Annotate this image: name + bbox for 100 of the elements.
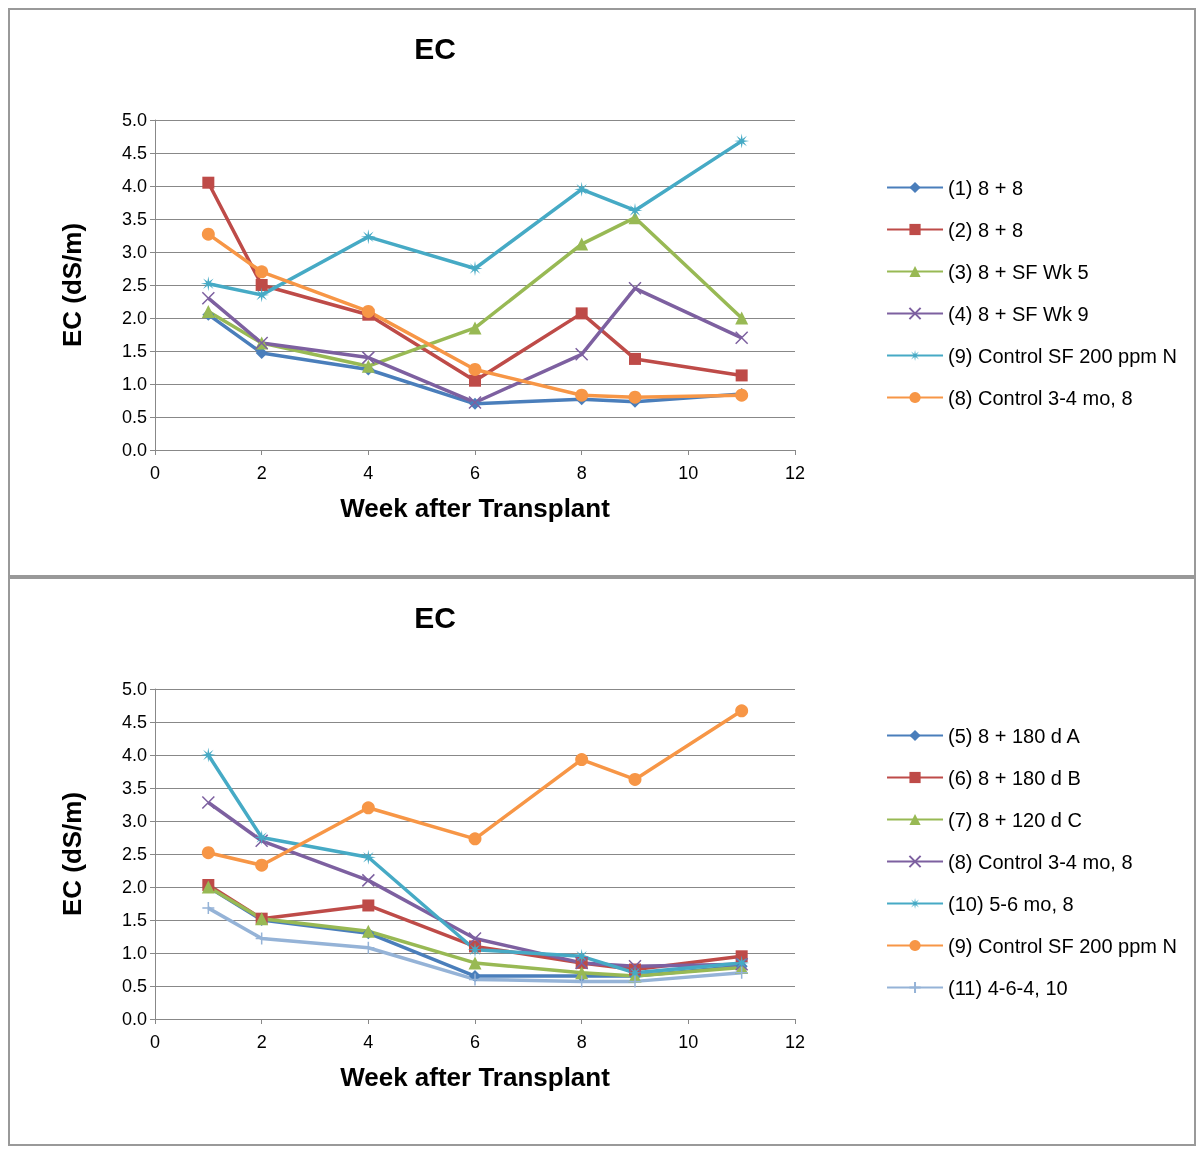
legend-label: (7) 8 + 120 d C xyxy=(948,808,1082,831)
point xyxy=(574,347,589,362)
legend-label: (1) 8 + 8 xyxy=(948,176,1024,199)
x-tick-label: 8 xyxy=(576,463,587,483)
point xyxy=(734,966,749,980)
point xyxy=(628,281,642,296)
x-tick-label: 10 xyxy=(678,463,699,483)
point xyxy=(201,901,216,915)
x-tick-label: 10 xyxy=(678,1032,699,1052)
point xyxy=(735,704,749,718)
point xyxy=(469,374,481,387)
y-tick-label: 5.0 xyxy=(121,679,147,699)
x-tick-label: 6 xyxy=(469,1032,481,1052)
y-tick-label: 2.5 xyxy=(121,275,147,295)
legend-label: (10) 5-6 mo, 8 xyxy=(948,892,1074,915)
point xyxy=(255,265,269,279)
point xyxy=(575,237,589,251)
legend-label: (6) 8 + 180 d B xyxy=(948,766,1081,789)
point xyxy=(255,279,268,291)
x-tick-label: 12 xyxy=(784,463,806,483)
point xyxy=(468,832,482,846)
legend-label: (9) Control SF 200 ppm N xyxy=(948,344,1178,367)
y-tick-label: 4.5 xyxy=(121,143,147,163)
point xyxy=(468,931,482,946)
point xyxy=(468,321,482,335)
point xyxy=(575,388,589,402)
y-tick-label: 3.5 xyxy=(121,209,147,229)
x-tick-label: 8 xyxy=(576,1032,587,1052)
y-tick-label: 1.5 xyxy=(121,910,147,930)
point xyxy=(574,948,590,964)
x-axis-title: Week after Transplant xyxy=(340,1062,611,1092)
point xyxy=(201,846,215,860)
y-tick-label: 3.5 xyxy=(121,778,147,798)
point xyxy=(574,181,590,197)
y-tick-label: 1.0 xyxy=(121,943,147,963)
y-tick-label: 1.5 xyxy=(121,341,147,361)
y-axis-title: EC (dS/m) xyxy=(57,222,87,348)
point xyxy=(254,834,269,848)
point xyxy=(201,795,216,810)
point xyxy=(735,311,749,325)
point xyxy=(201,304,215,318)
y-tick-label: 4.0 xyxy=(121,745,147,765)
y-tick-label: 2.5 xyxy=(121,844,147,864)
point xyxy=(468,362,482,376)
x-tick-label: 2 xyxy=(256,463,267,483)
legend-label: (2) 8 + 8 xyxy=(948,218,1024,241)
y-tick-label: 4.0 xyxy=(121,176,147,196)
point xyxy=(628,974,642,989)
y-tick-label: 0.5 xyxy=(121,407,147,427)
point xyxy=(361,359,375,373)
point xyxy=(628,772,642,786)
point xyxy=(361,801,375,815)
y-tick-label: 0.0 xyxy=(121,1009,147,1029)
point xyxy=(467,261,483,276)
y-tick-label: 3.0 xyxy=(121,242,147,262)
x-tick-label: 4 xyxy=(363,1032,374,1052)
point xyxy=(201,291,216,305)
point xyxy=(735,369,748,382)
x-tick-label: 0 xyxy=(149,1032,161,1052)
point xyxy=(734,133,750,149)
point xyxy=(628,959,642,973)
point xyxy=(575,753,589,767)
y-tick-label: 3.0 xyxy=(121,811,147,831)
point xyxy=(255,858,269,872)
point xyxy=(575,307,588,320)
point xyxy=(361,304,375,318)
legend-label: (3) 8 + SF Wk 5 xyxy=(948,260,1089,283)
x-tick-label: 12 xyxy=(784,1032,806,1052)
y-tick-label: 2.0 xyxy=(121,877,147,897)
point xyxy=(627,965,643,981)
point xyxy=(468,956,482,970)
point xyxy=(202,176,215,189)
x-tick-label: 4 xyxy=(363,463,374,483)
y-tick-label: 0.0 xyxy=(121,440,147,460)
point xyxy=(362,899,375,912)
point xyxy=(200,276,216,292)
point xyxy=(734,331,749,345)
chart-title: EC xyxy=(414,31,456,65)
chart-title: EC xyxy=(414,600,456,634)
point xyxy=(628,211,642,225)
y-tick-label: 1.0 xyxy=(121,374,147,394)
y-axis-title: EC (dS/m) xyxy=(57,791,87,917)
y-tick-label: 4.5 xyxy=(121,712,147,732)
legend-label: (9) Control SF 200 ppm N xyxy=(948,934,1178,957)
point xyxy=(361,873,376,888)
point xyxy=(201,227,215,241)
point xyxy=(360,849,376,865)
legend-label: (5) 8 + 180 d A xyxy=(948,724,1081,747)
point xyxy=(628,390,642,404)
x-axis-title: Week after Transplant xyxy=(340,493,611,523)
y-tick-label: 2.0 xyxy=(121,308,147,328)
x-tick-label: 2 xyxy=(256,1032,267,1052)
point xyxy=(360,229,376,245)
x-tick-label: 6 xyxy=(469,463,481,483)
legend-label: (11) 4-6-4, 10 xyxy=(948,976,1068,999)
legend-label: (8) Control 3-4 mo, 8 xyxy=(948,850,1133,873)
y-tick-label: 5.0 xyxy=(121,110,147,130)
point xyxy=(361,350,376,365)
x-tick-label: 0 xyxy=(149,463,161,483)
point xyxy=(629,352,641,365)
